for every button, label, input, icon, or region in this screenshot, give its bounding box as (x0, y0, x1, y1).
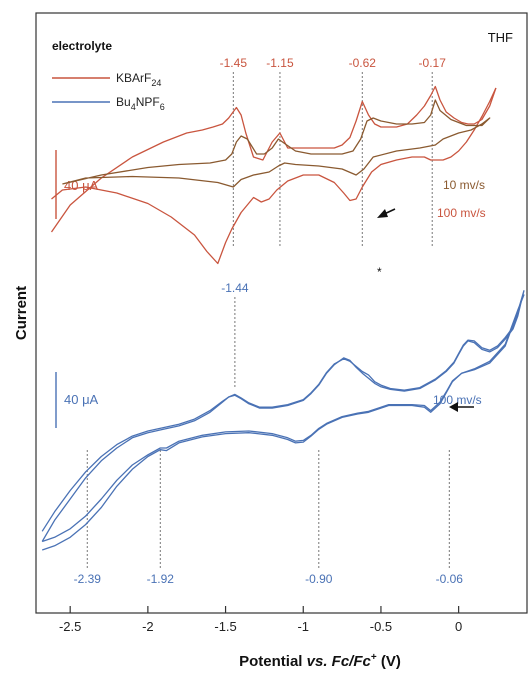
series-line-1 (51, 87, 497, 265)
potential-marker-label: -2.39 (74, 572, 102, 586)
scan-direction-arrow-kbarf24 (377, 208, 396, 218)
x-tick-label: -2 (142, 619, 154, 634)
series-line-2 (62, 99, 491, 188)
scan-direction-arrow-bu4npf6 (449, 402, 474, 412)
series-lines (41, 85, 525, 551)
x-axis-title: Potential vs. Fc/Fc+ (V) (239, 652, 401, 670)
potential-marker-label: -0.62 (349, 56, 377, 70)
potential-marker-label: -0.90 (305, 572, 333, 586)
series-line-4 (41, 294, 525, 543)
x-tick-label: 0 (455, 619, 462, 634)
legend: electrolyte KBArF24 Bu4NPF6 (52, 39, 165, 112)
potential-markers: -1.45 -1.15 -0.62 -0.17 -1.44 -2.39 -1.92 -0.90… (74, 56, 464, 586)
asterisk-marker: * (377, 265, 382, 279)
scan-rate-10-kbarf24: 10 mv/s (443, 178, 485, 192)
corner-label: THF (488, 30, 513, 45)
series-line-0 (50, 85, 497, 233)
potential-marker-label: -1.92 (147, 572, 175, 586)
legend-label-kbarf24: KBArF24 (116, 71, 161, 88)
scale-bar-bu4npf6: 40 μA (55, 372, 99, 428)
x-tick-label: -2.5 (59, 619, 81, 634)
x-ticks: -2.5 -2 -1.5 -1 -0.5 0 (59, 606, 462, 634)
x-tick-label: -1.5 (214, 619, 236, 634)
potential-marker-label: -1.44 (221, 281, 249, 295)
scan-rate-100-kbarf24: 100 mv/s (437, 206, 486, 220)
scale-bar-label-bu4npf6: 40 μA (64, 392, 99, 407)
potential-marker-label: -1.45 (220, 56, 248, 70)
x-tick-label: -0.5 (370, 619, 392, 634)
legend-label-bu4npf6: Bu4NPF6 (116, 95, 165, 112)
y-axis-title: Current (13, 286, 30, 340)
x-tick-label: -1 (297, 619, 309, 634)
scale-bar-kbarf24: 40 μA (55, 150, 99, 219)
potential-marker-label: -1.15 (266, 56, 294, 70)
legend-title: electrolyte (52, 39, 112, 53)
potential-marker-label: -0.06 (436, 572, 464, 586)
plot-frame (35, 12, 528, 614)
potential-marker-label: -0.17 (419, 56, 447, 70)
series-line-3 (41, 290, 525, 551)
scan-rate-100-bu4npf6: 100 mv/s (433, 393, 482, 407)
